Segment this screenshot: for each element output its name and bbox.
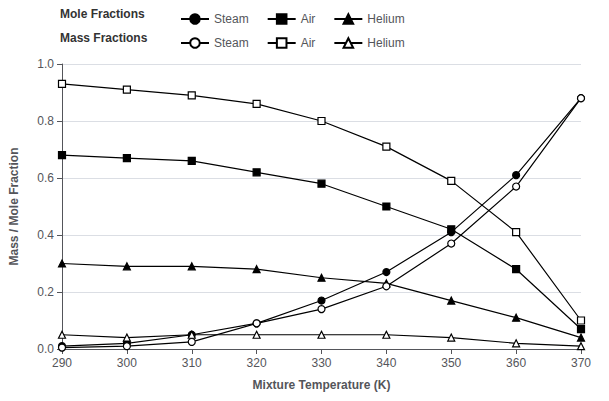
svg-text:360: 360: [506, 356, 526, 370]
svg-text:330: 330: [311, 356, 331, 370]
svg-text:0.0: 0.0: [37, 342, 54, 356]
svg-text:310: 310: [182, 356, 202, 370]
svg-text:0.4: 0.4: [37, 228, 54, 242]
svg-text:Steam: Steam: [214, 12, 249, 26]
svg-text:Air: Air: [301, 36, 316, 50]
svg-text:Mole Fractions: Mole Fractions: [60, 7, 145, 21]
svg-text:0.6: 0.6: [37, 171, 54, 185]
svg-text:Air: Air: [301, 12, 316, 26]
svg-text:Steam: Steam: [214, 36, 249, 50]
svg-text:290: 290: [52, 356, 72, 370]
svg-text:Helium: Helium: [367, 36, 404, 50]
svg-text:0.8: 0.8: [37, 114, 54, 128]
svg-text:300: 300: [117, 356, 137, 370]
svg-text:1.0: 1.0: [37, 57, 54, 71]
svg-text:Mass / Mole Fraction: Mass / Mole Fraction: [7, 147, 21, 265]
svg-text:Mass Fractions: Mass Fractions: [60, 31, 148, 45]
svg-text:350: 350: [441, 356, 461, 370]
svg-text:0.2: 0.2: [37, 285, 54, 299]
svg-text:370: 370: [571, 356, 591, 370]
svg-text:320: 320: [247, 356, 267, 370]
svg-text:340: 340: [376, 356, 396, 370]
svg-text:Helium: Helium: [367, 12, 404, 26]
svg-text:Mixture Temperature (K): Mixture Temperature (K): [253, 378, 391, 392]
